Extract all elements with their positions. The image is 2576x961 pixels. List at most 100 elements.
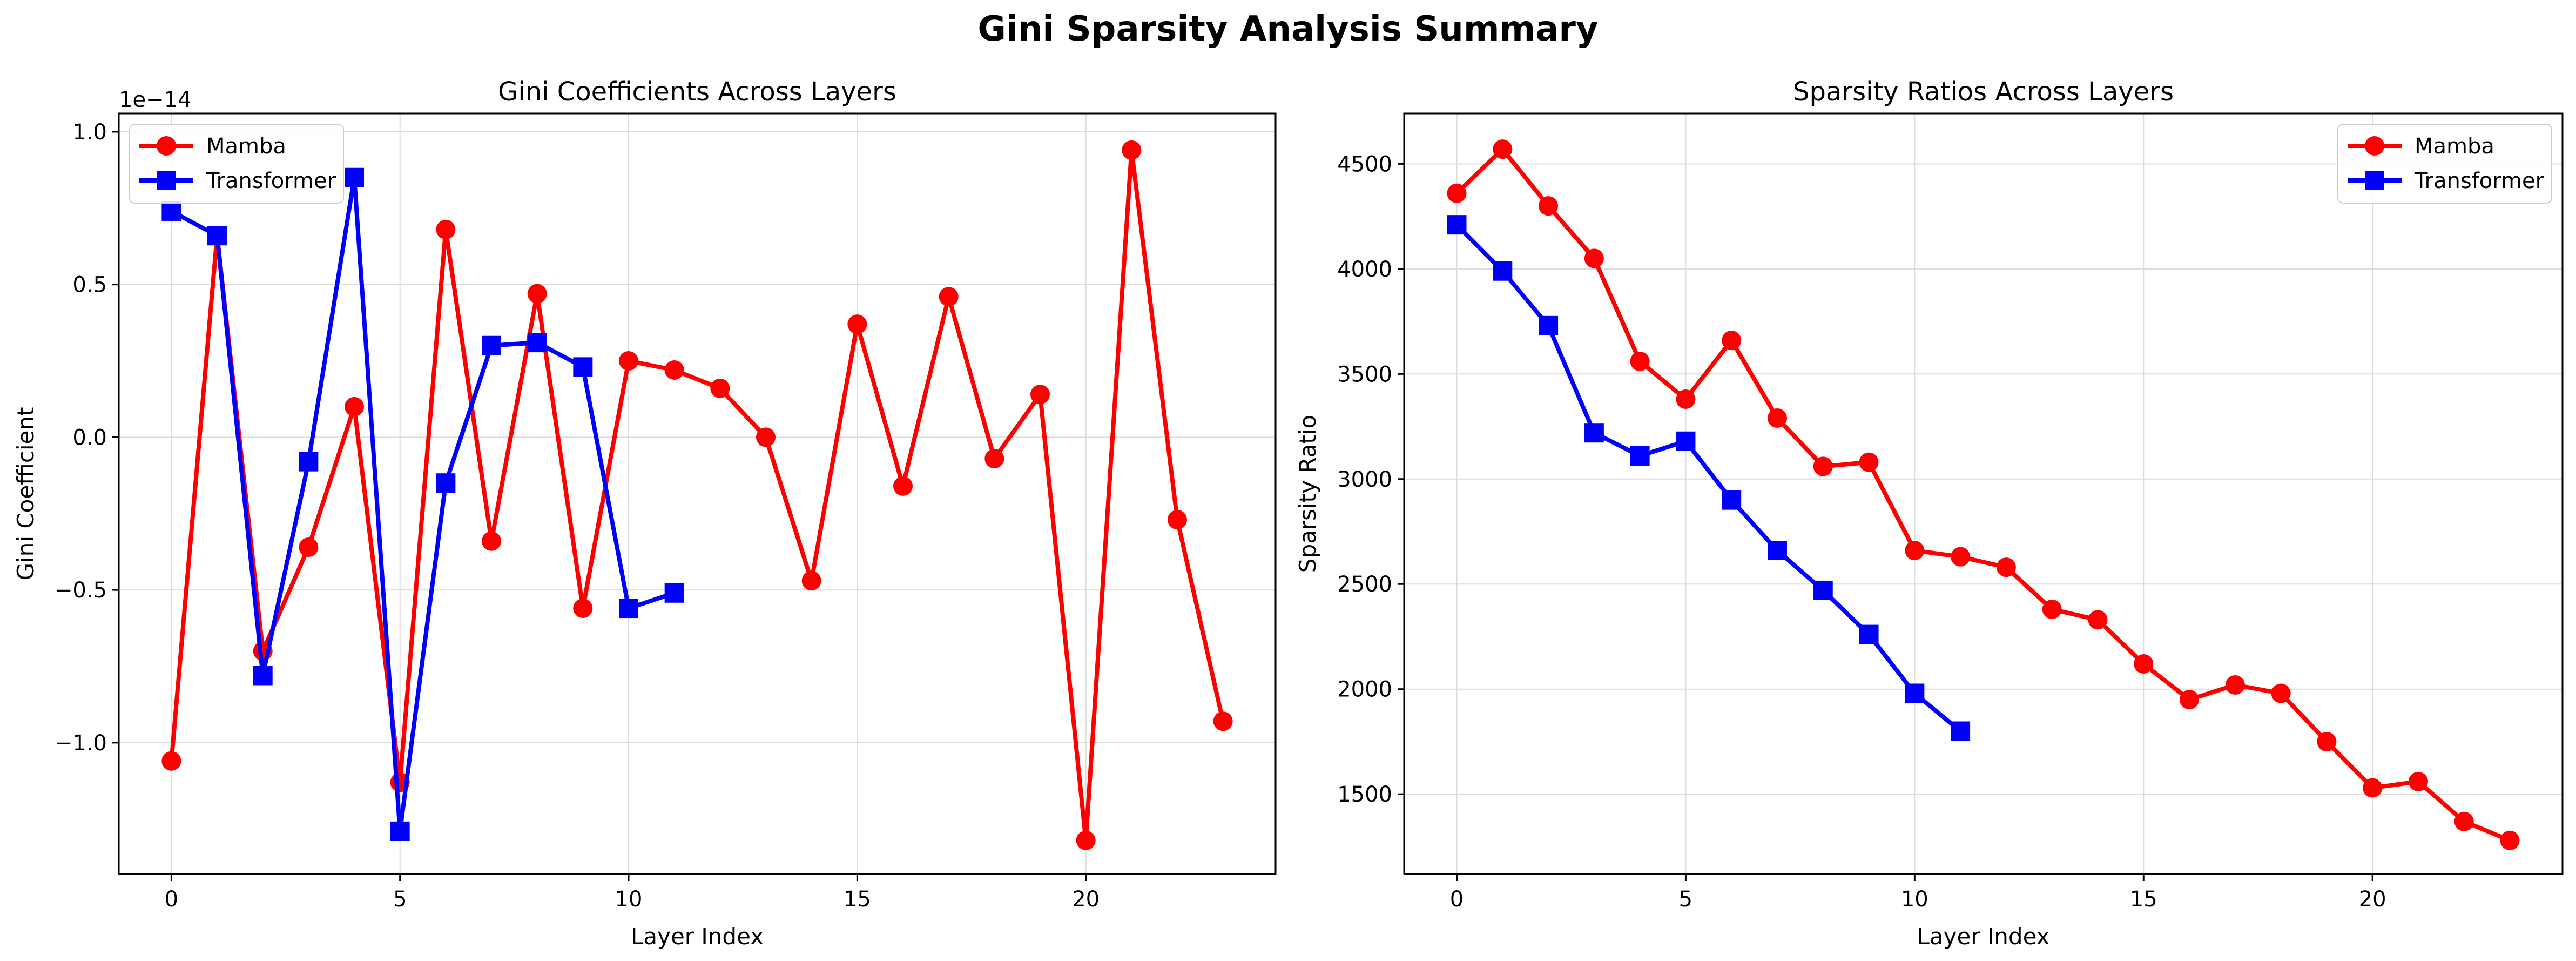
plot1-ytick-label: 3500: [1337, 362, 1392, 387]
plot0-mamba-point: [299, 537, 319, 557]
plot1-mamba-point: [2088, 610, 2108, 630]
plot0-mamba-point: [893, 476, 913, 496]
plot1-mamba-point: [2317, 731, 2337, 751]
plot1-mamba-point: [2180, 690, 2200, 710]
plot0-transformer-point: [207, 226, 227, 246]
plot1-mamba-point: [2225, 675, 2245, 695]
plot1-xtick-label: 5: [1679, 887, 1692, 912]
plot1-ytick-label: 3000: [1337, 467, 1392, 492]
plot1-transformer-point: [1951, 721, 1971, 741]
plot1-mamba-point: [1676, 389, 1696, 409]
plot0-xtick-label: 0: [165, 887, 178, 912]
plot1-xtick-label: 0: [1450, 887, 1464, 912]
plot1-mamba-point: [1584, 248, 1604, 268]
plot0-mamba-point: [619, 351, 639, 371]
plot0-mamba-point: [756, 427, 776, 447]
plot0-mamba-point: [847, 314, 867, 334]
plot1-axes-frame: [1403, 112, 2564, 875]
plot0-mamba-point: [573, 599, 593, 619]
plot0-transformer-point: [573, 357, 593, 377]
plot1-transformer-point: [1447, 215, 1467, 235]
plot0-mamba-point: [482, 531, 502, 551]
plot0-mamba-point: [664, 360, 684, 380]
plot0-offset-text: 1e−14: [119, 88, 191, 112]
plot0-xtick-label: 10: [615, 887, 643, 912]
plot1-mamba-point: [1813, 456, 1833, 476]
plot0-mamba-point: [984, 448, 1004, 468]
plot0-ytick-label: −1.0: [55, 731, 107, 756]
plot0-mamba-point: [710, 378, 730, 398]
sparsity-ratios-plot: 0 5 10 15 20 1500 2000 2500 3000 3500 4000 4500 Spar…: [1294, 77, 2564, 950]
plot1-mamba-point: [2271, 683, 2291, 703]
plot0-mamba-line: [169, 147, 1225, 843]
plot0-transformer-point: [527, 333, 547, 353]
plot1-mamba-point: [1539, 196, 1559, 216]
plot0-mamba-point: [345, 397, 365, 416]
plot0-transformer-point: [253, 666, 273, 686]
plot0-transformer-point: [436, 473, 456, 493]
plot0-legend: Mamba Transformer: [129, 124, 344, 204]
plot1-mamba-point: [2042, 599, 2062, 619]
plot0-mamba-point: [1076, 830, 1096, 850]
plot1-transformer-point: [1539, 315, 1559, 335]
plot1-ytick-label: 2000: [1337, 677, 1392, 702]
plot1-mamba-point: [1996, 557, 2016, 577]
plot0-mamba-point: [939, 287, 959, 307]
plot0-mamba-point: [1213, 711, 1233, 731]
plot0-mamba-point: [436, 219, 456, 239]
plot1-mamba-point: [1722, 331, 1742, 351]
plot1-x-axis-label: Layer Index: [1917, 923, 2049, 950]
plot0-mamba-point: [1122, 140, 1142, 160]
plot0-ytick-label: 0.5: [72, 273, 107, 298]
plot0-mamba-point: [161, 751, 181, 771]
plot0-mamba-point: [1167, 510, 1187, 530]
plot1-mamba-point: [1951, 547, 1971, 567]
plot0-legend-transformer-label: Transformer: [206, 169, 336, 193]
plot0-mamba-point: [527, 284, 547, 304]
plot0-legend-transformer-marker: [157, 171, 176, 190]
plot0-ytick-label: 1.0: [72, 120, 107, 145]
plot0-transformer-point: [619, 599, 639, 619]
plot0-axes-frame: [118, 112, 1277, 875]
plot0-legend-mamba-marker: [157, 136, 176, 156]
plot1-xtick-label: 15: [2130, 887, 2157, 912]
plot1-mamba-point: [1767, 408, 1787, 428]
plot1-transformer-point: [1767, 541, 1787, 561]
plot0-mamba-point: [801, 571, 821, 591]
plot0-mamba-point: [1030, 385, 1050, 405]
plot0-ytick-label: −0.5: [55, 578, 107, 603]
plot1-legend-mamba-label: Mamba: [2415, 134, 2494, 159]
plot1-transformer-point: [1859, 624, 1879, 644]
plot0-transformer-point: [390, 821, 410, 841]
plot1-mamba-point: [2454, 811, 2474, 831]
plot0-legend-mamba-label: Mamba: [206, 134, 286, 159]
plot1-legend-mamba-marker: [2365, 136, 2384, 156]
plot1-mamba-point: [1447, 183, 1467, 203]
plot0-transformer-point: [299, 452, 319, 472]
plot1-ytick-label: 4000: [1337, 257, 1392, 282]
plot0-ytick-label: 0.0: [72, 425, 107, 450]
plot1-transformer-point: [1905, 683, 1925, 703]
plot0-xtick-label: 20: [1072, 887, 1100, 912]
plot1-legend-transformer-label: Transformer: [2414, 169, 2545, 193]
plot1-mamba-point: [2363, 778, 2383, 798]
plot1-transformer-point: [1676, 431, 1696, 451]
plot0-x-axis-label: Layer Index: [631, 923, 764, 950]
plot1-mamba-point: [2500, 830, 2520, 850]
plot1-mamba-line: [1455, 147, 2511, 843]
plot1-mamba-point: [1905, 541, 1925, 561]
plot1-xtick-label: 10: [1901, 887, 1928, 912]
plot1-title: Sparsity Ratios Across Layers: [1793, 77, 2174, 107]
plot1-ytick-label: 4500: [1337, 152, 1392, 177]
plot1-mamba-point: [1859, 452, 1879, 472]
plot0-transformer-point: [345, 167, 365, 187]
plot1-transformer-point: [1584, 423, 1604, 443]
plot0-transformer-point: [482, 335, 502, 355]
plot0-y-axis-label: Gini Coefficient: [12, 407, 39, 580]
plot1-legend-transformer-marker: [2365, 171, 2384, 190]
plot0-xtick-label: 15: [844, 887, 871, 912]
plot1-y-axis-label: Sparsity Ratio: [1294, 415, 1321, 573]
plot1-transformer-point: [1493, 261, 1513, 281]
plot1-transformer-point: [1813, 580, 1833, 600]
